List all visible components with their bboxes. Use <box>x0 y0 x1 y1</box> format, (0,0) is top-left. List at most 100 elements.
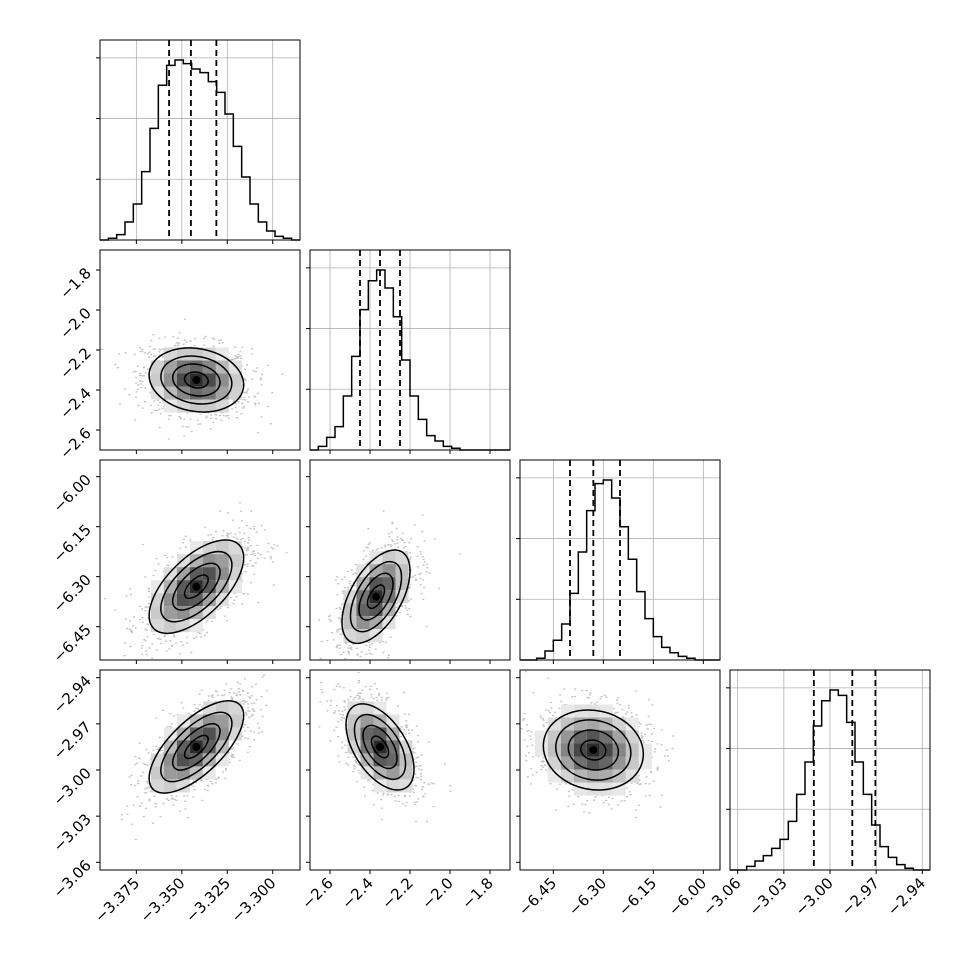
density-cell <box>176 714 190 728</box>
contour-1 <box>171 363 221 397</box>
density-peak <box>372 592 380 601</box>
density-cell <box>163 779 177 793</box>
density-cell <box>356 590 370 604</box>
histogram-panel-2 <box>516 459 721 661</box>
density-cell <box>176 753 190 767</box>
panel-frame <box>99 39 301 241</box>
density-cell <box>202 727 216 741</box>
density-peak <box>192 742 201 751</box>
x-tick-label: −3.03 <box>745 874 790 919</box>
density-cell <box>202 753 216 767</box>
x-tick-label: −2.94 <box>884 874 929 919</box>
density-cell <box>202 386 216 400</box>
y-tick-label: −3.06 <box>50 856 95 901</box>
density-cell <box>560 704 574 718</box>
density-cell <box>560 717 574 731</box>
contour-0 <box>580 739 607 761</box>
density-cell <box>560 769 574 783</box>
histogram-step-2 <box>520 479 720 661</box>
contour-2 <box>555 719 632 781</box>
density-cell <box>395 577 409 591</box>
density-cell <box>573 769 587 783</box>
density-cell <box>560 743 574 757</box>
density-cell <box>399 766 413 780</box>
contour-2 <box>349 560 403 633</box>
density-cell <box>189 619 203 633</box>
density-cell <box>382 564 396 578</box>
density-cell <box>202 554 216 568</box>
contour-1 <box>567 729 620 771</box>
y-tick-label: −3.03 <box>50 810 95 855</box>
density-cell <box>356 616 370 630</box>
density-cell <box>150 360 164 374</box>
x-tick-label: −3.300 <box>228 874 280 926</box>
contour-3 <box>341 549 411 645</box>
density-cell <box>612 782 626 796</box>
density-cell <box>625 769 639 783</box>
density-cell <box>638 743 652 757</box>
density-cell <box>369 616 383 630</box>
x-tick-label: −6.00 <box>665 874 710 919</box>
scatter-panel-3-1 <box>309 669 511 871</box>
x-tick-label: −2.97 <box>838 874 883 919</box>
density-cell <box>373 701 387 715</box>
density-cell <box>176 360 190 374</box>
contour-2 <box>160 355 233 405</box>
density-cell <box>382 590 396 604</box>
histogram-step-0 <box>100 59 300 241</box>
contour-0 <box>183 734 209 760</box>
density-cell <box>356 629 370 643</box>
histogram-panel-1 <box>306 249 511 451</box>
density-cell <box>386 766 400 780</box>
density-cell <box>215 399 229 413</box>
density-cell <box>360 714 374 728</box>
density-cell <box>163 593 177 607</box>
density-cell <box>150 766 164 780</box>
density-cell <box>228 541 242 555</box>
x-tick-label: −2.2 <box>378 874 416 912</box>
density-cell <box>347 701 361 715</box>
density-cell <box>612 743 626 757</box>
density-cell <box>534 743 548 757</box>
y-tick-label: −6.30 <box>50 571 95 616</box>
histogram-step-3 <box>730 689 930 871</box>
y-tick-label: −2.6 <box>56 424 94 462</box>
density-cell <box>399 779 413 793</box>
density-cell <box>625 743 639 757</box>
x-tick-label: −2.6 <box>298 874 336 912</box>
y-tick-label: −2.4 <box>56 384 94 422</box>
density-peak <box>376 742 384 751</box>
y-tick-label: −2.2 <box>56 344 94 382</box>
contour-1 <box>358 572 394 621</box>
scatter-panel-1-0 <box>99 249 301 451</box>
y-tick-label: −6.45 <box>50 621 95 666</box>
x-tick-label: −3.375 <box>91 874 143 926</box>
contour-0 <box>370 735 390 759</box>
density-cell <box>215 554 229 568</box>
x-tick-label: −3.06 <box>699 874 744 919</box>
x-tick-label: −6.45 <box>515 874 560 919</box>
y-tick-label: −2.97 <box>50 718 95 763</box>
density-cell <box>228 701 242 715</box>
density-cell <box>176 727 190 741</box>
density-cell <box>586 704 600 718</box>
scatter-panel-2-0 <box>99 459 301 661</box>
density-cell <box>369 577 383 591</box>
density-cell <box>202 766 216 780</box>
contour-2 <box>160 711 233 783</box>
density-cell <box>163 766 177 780</box>
contour-3 <box>148 700 245 794</box>
scatter-panel-2-1 <box>309 459 511 661</box>
contour-1 <box>171 562 221 611</box>
panel-frame <box>99 459 301 661</box>
density-cell <box>215 567 229 581</box>
x-tick-label: −3.00 <box>792 874 837 919</box>
density-cell <box>163 567 177 581</box>
density-cell <box>176 606 190 620</box>
density-cell <box>150 619 164 633</box>
contour-2 <box>160 550 233 623</box>
contour-0 <box>183 574 209 600</box>
density-cell <box>547 743 561 757</box>
contour-0 <box>366 584 386 610</box>
